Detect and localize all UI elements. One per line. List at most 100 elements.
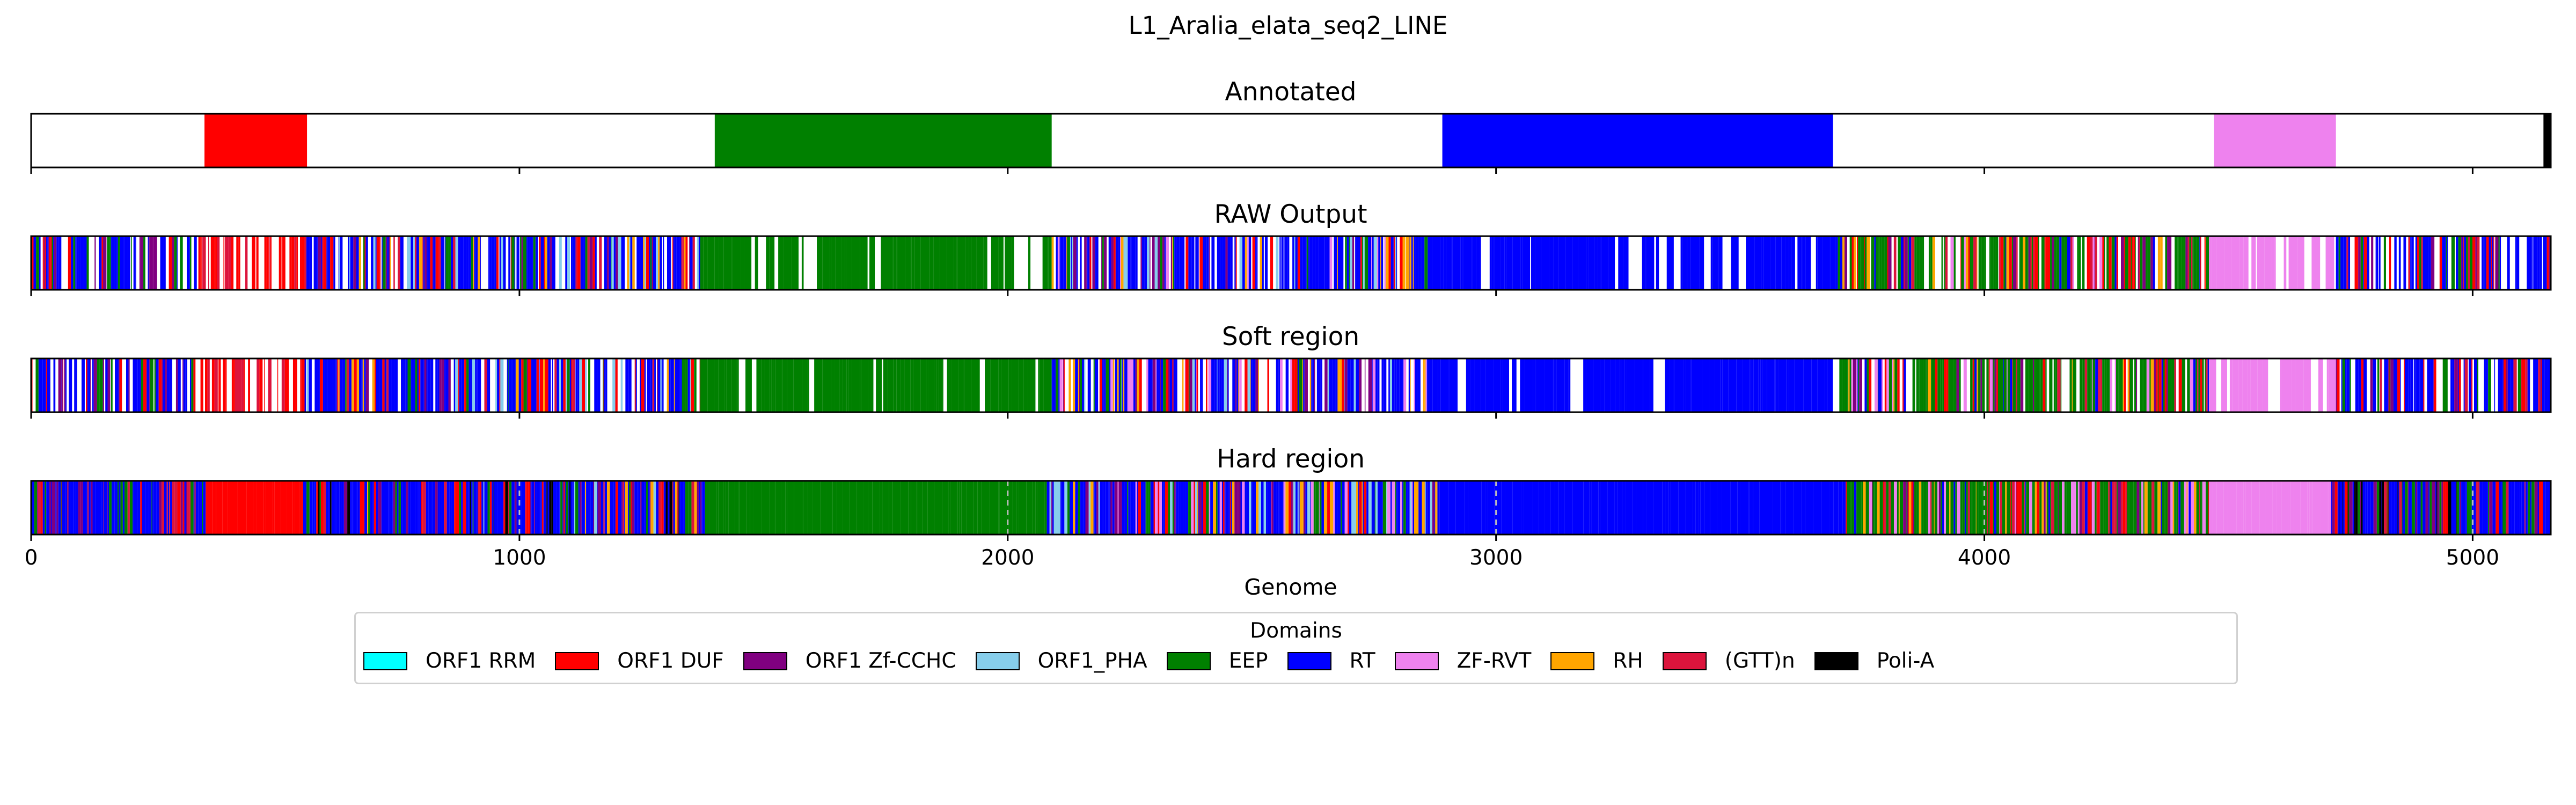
domain-bar xyxy=(802,358,808,412)
domain-bar xyxy=(149,236,152,290)
domain-bar xyxy=(1118,481,1122,535)
domain-bar xyxy=(516,236,519,290)
domain-bar xyxy=(2295,358,2304,412)
domain-bar xyxy=(223,236,225,290)
domain-bar xyxy=(98,481,101,535)
domain-bar xyxy=(991,236,999,290)
domain-bar xyxy=(2197,358,2199,412)
domain-bar xyxy=(1122,358,1123,412)
domain-bar xyxy=(1485,358,1494,412)
domain-bar xyxy=(1329,358,1333,412)
domain-bar xyxy=(1976,481,1979,535)
domain-bar xyxy=(2178,481,2179,535)
domain-bar xyxy=(1488,481,1495,535)
domain-bar xyxy=(327,236,331,290)
domain-bar xyxy=(393,236,395,290)
domain-bar xyxy=(2446,481,2448,535)
domain-bar xyxy=(212,481,216,535)
domain-bar xyxy=(551,481,553,535)
domain-bar xyxy=(2124,358,2126,412)
domain-bar xyxy=(2489,236,2491,290)
x-tick-label: 1000 xyxy=(493,546,546,570)
domain-bar xyxy=(1803,358,1812,412)
domain-bar xyxy=(1970,236,1972,290)
domain-bar xyxy=(998,358,1002,412)
domain-bar xyxy=(560,481,563,535)
domain-bar xyxy=(2174,481,2176,535)
domain-bar xyxy=(858,481,863,535)
domain-bar xyxy=(1702,358,1709,412)
domain-bar xyxy=(958,358,963,412)
domain-bar xyxy=(1117,481,1119,535)
domain-bar xyxy=(1335,481,1337,535)
legend-label: ORF1 RRM xyxy=(426,649,536,673)
domain-bar xyxy=(2123,481,2126,535)
domain-bar xyxy=(1195,236,1197,290)
domain-bar xyxy=(1950,358,1953,412)
domain-bar xyxy=(2199,236,2200,290)
domain-bar xyxy=(2091,358,2093,412)
domain-bar xyxy=(2288,236,2297,290)
domain-bar xyxy=(574,481,575,535)
domain-bar xyxy=(314,481,317,535)
domain-bar xyxy=(1531,236,1536,290)
domain-bar xyxy=(2031,236,2033,290)
domain-bar xyxy=(2540,358,2541,412)
domain-bar xyxy=(1072,236,1073,290)
domain-bar xyxy=(2104,358,2107,412)
domain-bar xyxy=(2439,236,2442,290)
domain-bar xyxy=(54,236,57,290)
domain-bar xyxy=(607,481,610,535)
domain-bar xyxy=(1911,481,1913,535)
domain-bar xyxy=(1247,358,1250,412)
domain-bar xyxy=(1867,236,1870,290)
domain-bar xyxy=(1426,481,1428,535)
domain-bar xyxy=(1117,358,1119,412)
domain-bar xyxy=(961,481,967,535)
domain-bar xyxy=(1159,358,1160,412)
domain-bar xyxy=(2178,236,2182,290)
domain-bar xyxy=(488,236,490,290)
domain-bar xyxy=(645,481,646,535)
domain-bar xyxy=(499,236,501,290)
legend-label: RT xyxy=(1349,649,1375,673)
legend-label: RH xyxy=(1613,649,1643,673)
domain-bar xyxy=(621,236,623,290)
domain-bar xyxy=(93,358,97,412)
domain-bar xyxy=(1363,236,1365,290)
domain-bar xyxy=(2508,481,2512,535)
domain-bar xyxy=(312,481,313,535)
domain-bar xyxy=(2339,481,2343,535)
domain-bar xyxy=(2431,236,2435,290)
domain-bar xyxy=(464,358,466,412)
domain-bar xyxy=(2194,481,2196,535)
domain-bar xyxy=(567,236,570,290)
domain-bar xyxy=(1785,481,1794,535)
x-tick-label: 0 xyxy=(25,546,38,570)
domain-bar xyxy=(1797,236,1802,290)
domain-bar xyxy=(1181,481,1184,535)
domain-bar xyxy=(1224,358,1227,412)
domain-bar xyxy=(140,481,142,535)
panel-frame-soft-region xyxy=(30,357,2552,413)
domain-bar xyxy=(967,481,974,535)
domain-bar xyxy=(319,358,323,412)
domain-bar xyxy=(545,236,547,290)
domain-bar xyxy=(589,236,593,290)
domain-bar xyxy=(38,358,40,412)
domain-bar xyxy=(1360,236,1361,290)
domain-bar xyxy=(2469,358,2472,412)
domain-bar xyxy=(1273,481,1277,535)
domain-bar xyxy=(539,481,541,535)
domain-bar xyxy=(167,481,170,535)
domain-bar xyxy=(270,236,272,290)
domain-bar xyxy=(1673,358,1674,412)
domain-bar xyxy=(2202,481,2206,535)
domain-bar xyxy=(1196,358,1197,412)
domain-bar xyxy=(2080,358,2083,412)
domain-bar xyxy=(1961,236,1964,290)
domain-bar xyxy=(266,236,269,290)
domain-bar xyxy=(1008,481,1013,535)
domain-bar xyxy=(1956,481,1957,535)
domain-bar xyxy=(1876,236,1879,290)
